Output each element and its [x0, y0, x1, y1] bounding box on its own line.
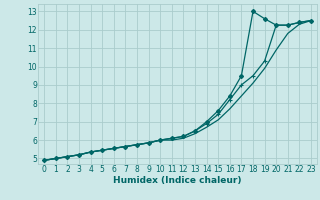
X-axis label: Humidex (Indice chaleur): Humidex (Indice chaleur) — [113, 176, 242, 185]
